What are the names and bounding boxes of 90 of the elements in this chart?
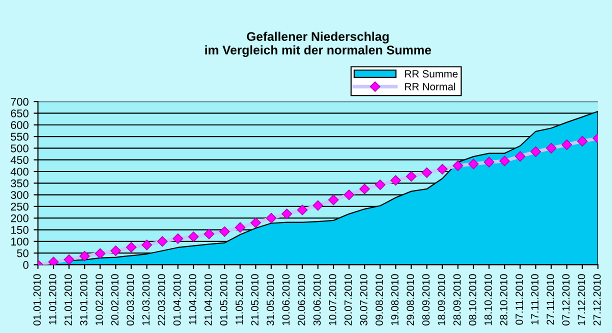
point <box>468 158 479 170</box>
legend-label: RR Summe <box>405 70 458 78</box>
y-tick-label: 350 <box>10 179 28 188</box>
point <box>234 222 246 233</box>
point <box>266 212 277 224</box>
point <box>172 233 184 244</box>
point <box>157 236 168 247</box>
point <box>297 204 308 216</box>
point <box>562 139 572 150</box>
chart-title: Gefallener Niederschlag im Vergleich mit der normalen Summe <box>205 32 432 57</box>
y-tick-label: 150 <box>11 226 28 234</box>
point <box>452 160 464 171</box>
point <box>282 208 292 220</box>
x-tick-label: 21.05.2010 <box>251 274 259 326</box>
point <box>514 151 526 162</box>
point <box>484 156 494 168</box>
y-tick-label: 700 <box>10 98 28 106</box>
point <box>499 156 510 166</box>
point <box>312 200 324 211</box>
point <box>110 245 121 256</box>
point <box>142 240 152 250</box>
point <box>126 242 137 253</box>
y-tick-label: 550 <box>10 132 28 141</box>
y-tick-label: 0 <box>23 261 28 269</box>
x-tick-label: 21.04.2010 <box>204 274 212 326</box>
y-tick-label: 100 <box>11 238 28 246</box>
x-tick-label: 01.04.2010 <box>173 274 181 326</box>
x-tick-label: 20.07.2010 <box>344 274 352 326</box>
point <box>374 180 386 190</box>
point <box>64 254 74 265</box>
x-tick-label: 30.06.2010 <box>313 274 321 326</box>
x-tick-label: 28.09.2010 <box>453 274 461 326</box>
point <box>250 218 261 228</box>
x-tick-label: 31.05.2010 <box>266 274 274 326</box>
x-tick-label: 20.06.2010 <box>298 274 306 326</box>
x-tick-label: 28.10.2010 <box>500 274 508 326</box>
point <box>328 194 339 206</box>
point <box>530 146 541 157</box>
x-tick-label: 11.04.2010 <box>188 274 196 324</box>
x-tick-label: 08.09.2010 <box>422 274 430 326</box>
x-tick-label: 27.12.2010 <box>593 274 601 326</box>
x-tick-label: 01.01.2010 <box>33 274 41 326</box>
x-tick-label: 12.03.2010 <box>142 274 150 326</box>
point <box>219 226 230 237</box>
y-tick-label: 450 <box>10 156 28 164</box>
x-tick-label: 31.01.2010 <box>80 274 88 326</box>
x-tick-label: 18.09.2010 <box>438 274 446 326</box>
y-tick-label: 250 <box>10 202 28 211</box>
x-tick-label: 17.12.2010 <box>578 274 586 326</box>
y-tick-label: 600 <box>10 121 28 130</box>
x-tick-label: 22.03.2010 <box>158 274 166 326</box>
y-tick-label: 650 <box>10 109 28 118</box>
x-tick-label: 20.02.2010 <box>111 274 119 326</box>
x-tick-label: 08.10.2010 <box>468 274 476 326</box>
y-tick-label: 500 <box>10 144 28 152</box>
x-tick-label: 30.07.2010 <box>360 274 368 326</box>
point <box>546 142 557 154</box>
x-tick-label: 17.11.2010 <box>531 274 538 324</box>
point <box>204 228 214 240</box>
x-tick-label: 29.08.2010 <box>406 274 414 326</box>
x-tick-label: 19.08.2010 <box>391 274 399 326</box>
y-tick-label: 400 <box>10 168 28 176</box>
x-tick-label: 21.01.2010 <box>64 274 72 326</box>
x-tick-label: 09.08.2010 <box>376 274 383 326</box>
legend-label: RR Normal <box>405 82 456 90</box>
x-tick-label: 10.07.2010 <box>328 274 336 326</box>
point <box>359 184 370 194</box>
x-tick-label: 01.05.2010 <box>220 274 228 326</box>
y-tick-label: 300 <box>10 191 28 199</box>
x-tick-label: 27.11.2010 <box>546 274 554 325</box>
y-tick-label: 200 <box>10 214 28 222</box>
x-tick-label: 07.11.2010 <box>516 274 523 325</box>
x-tick-label: 18.10.2010 <box>484 274 492 326</box>
point <box>406 171 417 182</box>
point <box>437 164 448 174</box>
point <box>577 136 588 146</box>
x-tick-label: 11.01.2010 <box>48 274 56 324</box>
x-tick-label: 02.03.2010 <box>126 274 134 326</box>
point <box>48 256 59 265</box>
point <box>422 167 432 178</box>
point <box>344 190 354 200</box>
point <box>79 250 90 262</box>
point <box>188 232 199 242</box>
point <box>94 248 106 259</box>
y-tick-label: 50 <box>17 249 28 258</box>
x-tick-label: 10.02.2010 <box>96 274 103 326</box>
x-tick-label: 10.06.2010 <box>282 274 290 326</box>
x-tick-label: 11.05.2010 <box>236 274 243 324</box>
x-tick-label: 07.12.2010 <box>562 274 570 326</box>
point <box>390 175 401 186</box>
